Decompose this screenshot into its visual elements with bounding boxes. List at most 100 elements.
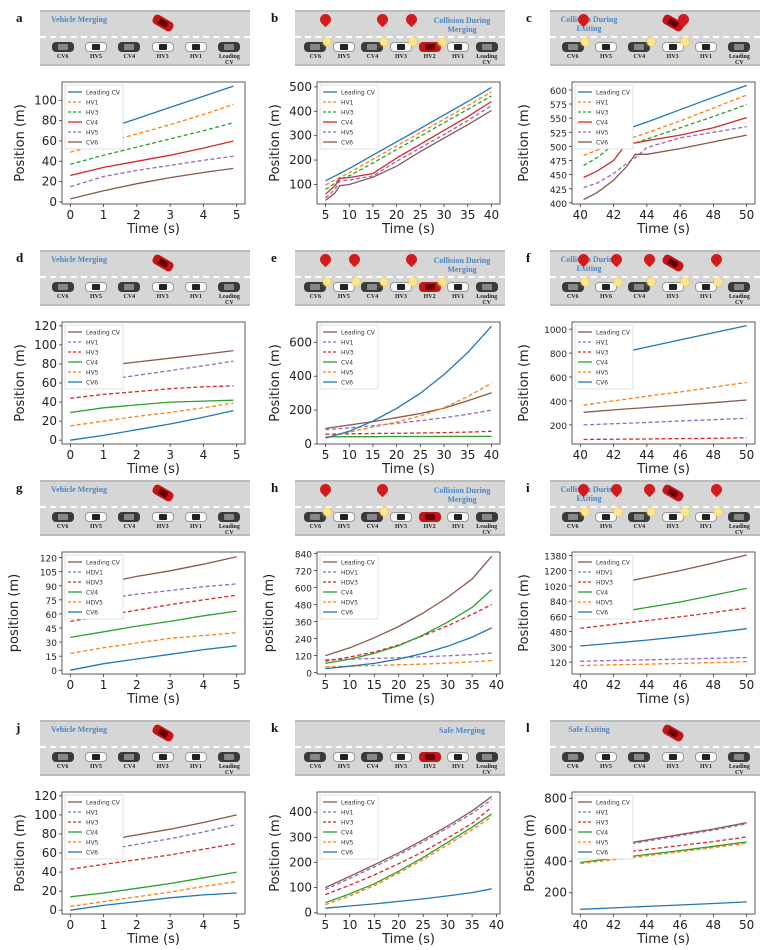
- legend-entry: HV5: [596, 130, 609, 137]
- legend-entry: HV1: [86, 100, 99, 107]
- legend-entry: CV4: [596, 120, 608, 127]
- car-label: CV4: [366, 54, 379, 60]
- car-label: CV6: [566, 54, 579, 60]
- car-hv5-icon: [85, 752, 107, 762]
- legend-entry: CV4: [596, 830, 608, 837]
- car-hv1-icon: [695, 512, 717, 522]
- car-window: [157, 487, 169, 499]
- legend-entry: HDV3: [341, 580, 358, 587]
- collision-burst-icon: [409, 278, 417, 286]
- series-line-hv5: [580, 842, 747, 865]
- car-label: HV3: [666, 764, 679, 770]
- series-line-cv4: [70, 871, 237, 898]
- panel-label: h: [271, 480, 279, 495]
- y-tick-label: 45: [46, 625, 57, 635]
- legend-entry: HV5: [596, 370, 609, 377]
- series-line-hv5: [70, 402, 234, 427]
- legend-box: [574, 324, 634, 390]
- line-chart: 200 400 600 800 1000 40 42 44 46 48 50 Time (s) Posi…: [517, 321, 756, 476]
- y-tick-label: 120: [40, 555, 57, 565]
- y-tick-label: 0: [49, 195, 57, 209]
- car-label: CV4: [123, 294, 136, 300]
- legend: Leading CV HV1 HV3 CV4 HV5 CV6: [574, 794, 634, 860]
- lane-divider: [550, 506, 760, 508]
- series-line-leading-cv: [325, 795, 493, 889]
- series-line-hv5: [325, 105, 492, 199]
- car-window: [310, 514, 321, 520]
- y-tick-label: 400: [289, 805, 312, 819]
- scene-title: Vehicle Merging: [51, 255, 107, 264]
- line-chart: 0 20 40 60 80 100 120 0 1 2 3 4 5 Time (s) Position (m…: [13, 319, 246, 476]
- legend-entry: HV5: [341, 130, 354, 137]
- car-window: [668, 284, 677, 290]
- x-tick-label: 50: [739, 448, 754, 462]
- car-window: [310, 284, 321, 290]
- legend-entry: HV5: [86, 840, 99, 847]
- legend-entry: CV4: [596, 360, 608, 367]
- x-tick-label: 2: [133, 448, 141, 462]
- y-tick-label: 450: [550, 172, 567, 182]
- car-label: CV4: [366, 524, 379, 530]
- x-tick-label: 40: [489, 918, 504, 932]
- car-window: [224, 754, 235, 760]
- legend-entry: CV6: [341, 380, 353, 387]
- collision-burst-icon: [380, 278, 389, 286]
- car-leading-cv-icon: [218, 752, 241, 762]
- x-tick-label: 15: [365, 448, 380, 462]
- road-scene: Collision During Exiting CV6 HV6 CV4 HV3 HV1 L…: [550, 480, 760, 536]
- panel-d: d Vehicle Merging CV6 HV5 CV4 HV3 HV1 Leading C…: [0, 240, 255, 476]
- x-tick-label: 0: [66, 448, 74, 462]
- y-tick-label: 1020: [544, 583, 567, 593]
- y-tick-label: 1000: [544, 326, 567, 336]
- car-label: HV3: [156, 524, 169, 530]
- y-axis-label: Position (m): [523, 814, 538, 892]
- legend-box: [574, 794, 634, 860]
- merging-car-hv2-icon: [660, 723, 686, 743]
- car-hv5-icon: [332, 42, 355, 52]
- car-leading-cv-icon: [728, 282, 751, 292]
- line-chart: 120 300 480 660 840 1020 1200 1380 40 42 44 46 48 50 T…: [517, 551, 756, 706]
- car-window: [454, 514, 463, 520]
- collision-burst-icon: [647, 38, 656, 46]
- car-cv6-icon: [304, 282, 327, 292]
- y-tick-label: 800: [544, 791, 567, 805]
- car-label: HV3: [666, 524, 679, 530]
- y-tick-label: 400: [550, 398, 567, 408]
- y-axis-label: position (m): [262, 574, 277, 652]
- x-tick-label: 46: [672, 448, 687, 462]
- x-tick-label: 3: [166, 678, 174, 692]
- legend-entry: Leading CV: [86, 330, 121, 337]
- car-cv4-icon: [628, 752, 651, 762]
- collision-burst-icon: [614, 508, 622, 516]
- lane-divider: [295, 36, 505, 38]
- legend: Leading CV HV1 HV3 CV4 HV5 CV6: [64, 794, 124, 860]
- y-tick-label: 400: [289, 369, 312, 383]
- legend-box: [574, 84, 634, 150]
- panel-label: e: [271, 250, 277, 265]
- legend-entry: HDV1: [86, 570, 103, 577]
- car-window: [339, 44, 348, 50]
- car-window: [734, 284, 745, 290]
- car-label: Leading CV: [476, 54, 498, 66]
- x-tick-label: 42: [606, 448, 621, 462]
- x-tick-label: 25: [416, 678, 431, 692]
- car-cv4-icon: [361, 282, 384, 292]
- x-axis-label: Time (s): [126, 222, 180, 236]
- car-window: [158, 44, 167, 50]
- panel-e: e Collision During Merging CV6 HV5 CV4 HV3 HV2…: [255, 240, 510, 476]
- y-tick-label: 400: [550, 200, 567, 210]
- car-hv3-icon: [390, 42, 412, 52]
- x-axis-label: Time (s): [636, 222, 690, 236]
- car-label: Leading CV: [728, 764, 750, 776]
- car-cv6-icon: [561, 512, 584, 522]
- y-tick-label: 475: [550, 158, 567, 168]
- car-label: HV1: [452, 764, 465, 770]
- y-tick-label: 0: [49, 903, 57, 917]
- legend-entry: Leading CV: [596, 560, 631, 567]
- car-window: [310, 754, 321, 760]
- car-window: [702, 284, 710, 290]
- car-cv4-icon: [628, 282, 651, 292]
- x-axis-label: Time (s): [636, 932, 690, 946]
- collision-burst-icon: [714, 278, 722, 286]
- car-window: [634, 514, 645, 520]
